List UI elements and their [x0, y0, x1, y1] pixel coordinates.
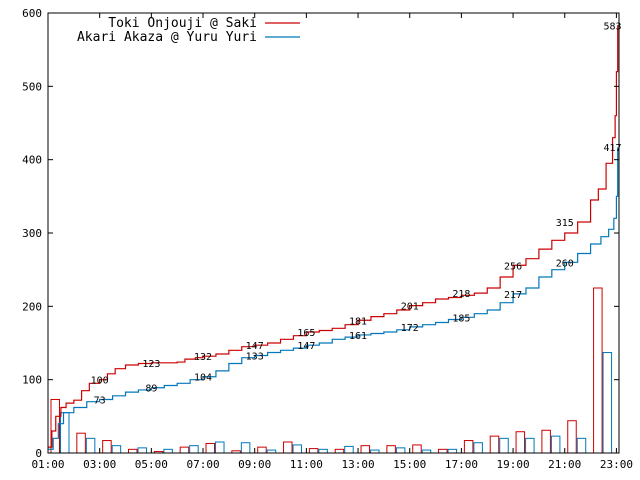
bar-akari-14 [395, 447, 406, 454]
bars-layer [50, 287, 613, 454]
bar-toki-13 [360, 445, 371, 454]
series-line-akari [48, 147, 619, 450]
data-label-akari-5: 161 [349, 331, 367, 342]
bar-akari-16 [447, 448, 458, 454]
bar-toki-17 [463, 440, 474, 454]
data-label-akari-0: 73 [94, 395, 106, 406]
bar-toki-2 [76, 432, 86, 454]
bar-toki-22 [593, 287, 603, 454]
data-label-toki-2: 132 [194, 352, 212, 363]
data-label-toki-0: 100 [91, 376, 109, 387]
bar-akari-5 [163, 448, 173, 454]
data-label-akari-2: 104 [194, 373, 212, 384]
bar-akari-8 [240, 442, 251, 454]
x-tick-label: 19:00 [497, 458, 530, 471]
x-tick-label: 13:00 [341, 458, 374, 471]
x-tick-label: 03:00 [83, 458, 116, 471]
series-line-toki [48, 25, 619, 448]
bar-akari-6 [189, 445, 199, 454]
data-label-toki-10: 417 [604, 143, 622, 154]
data-label-akari-3: 133 [246, 351, 264, 362]
y-tick-label: 0 [35, 447, 42, 460]
bar-toki-6 [179, 446, 190, 454]
data-label-toki-9: 315 [556, 218, 574, 229]
data-label-toki-7: 218 [452, 289, 470, 300]
bar-toki-19 [515, 431, 526, 454]
data-label-toki-3: 147 [246, 341, 264, 352]
x-tick-label: 23:00 [600, 458, 633, 471]
bar-akari-11 [318, 448, 328, 454]
bar-toki-11 [308, 448, 319, 454]
data-label-toki-5: 181 [349, 316, 367, 327]
data-label-akari-6: 172 [401, 323, 419, 334]
bar-toki-9 [257, 446, 267, 454]
x-tick-label: 07:00 [186, 458, 219, 471]
bar-toki-14 [386, 445, 396, 454]
bar-akari-7 [215, 441, 225, 454]
data-label-toki-11: 583 [604, 21, 622, 32]
plot-frame [47, 12, 620, 454]
bar-akari-2 [85, 437, 96, 454]
bar-akari-1 [60, 412, 70, 454]
bar-toki-21 [567, 420, 577, 454]
y-tick-label: 500 [22, 80, 42, 93]
data-label-toki-6: 201 [401, 302, 419, 313]
y-tick-label: 600 [22, 7, 42, 20]
bar-toki-18 [489, 435, 500, 454]
x-tick-label: 17:00 [445, 458, 478, 471]
x-tick-label: 01:00 [31, 458, 64, 471]
data-label-akari-4: 147 [297, 341, 315, 352]
bar-akari-4 [137, 447, 148, 454]
bar-toki-16 [438, 448, 448, 454]
data-label-akari-7: 185 [452, 313, 470, 324]
bar-akari-22 [602, 352, 613, 454]
data-labels-layer: 100 123 132 147 165 181 201 218 256 315 417 583 73 89… [91, 21, 622, 406]
data-label-akari-8: 217 [504, 290, 522, 301]
y-tick-label: 300 [22, 227, 42, 240]
legend-label-toki: Toki Onjouji @ Saki [108, 16, 257, 31]
bar-toki-10 [283, 441, 293, 454]
bar-akari-12 [344, 445, 354, 454]
y-tick-label: 100 [22, 374, 42, 387]
y-tick-label: 400 [22, 154, 42, 167]
x-tick-label: 05:00 [135, 458, 168, 471]
bar-akari-3 [111, 445, 122, 454]
data-label-toki-1: 123 [142, 359, 160, 370]
y-tick-label: 200 [22, 300, 42, 313]
bar-akari-17 [473, 442, 483, 454]
bar-akari-19 [525, 437, 535, 454]
bar-akari-20 [550, 435, 561, 454]
lines-layer [48, 25, 619, 450]
bar-toki-3 [102, 440, 112, 454]
data-label-toki-4: 165 [297, 328, 315, 339]
x-tick-label: 11:00 [290, 458, 323, 471]
bar-akari-18 [499, 437, 509, 454]
bar-toki-7 [205, 442, 216, 454]
x-tick-label: 09:00 [238, 458, 271, 471]
bar-akari-21 [576, 437, 587, 454]
bar-toki-20 [541, 429, 551, 454]
legend-label-akari: Akari Akaza @ Yuru Yuri [77, 30, 257, 45]
x-tick-label: 21:00 [548, 458, 581, 471]
bar-toki-15 [412, 444, 422, 454]
axes-layer: 0 100 200 300 400 500 600 01:00 03:00 05:00 07:00 0… [22, 7, 633, 471]
bar-toki-12 [334, 448, 345, 454]
data-label-akari-1: 89 [145, 384, 157, 395]
data-label-akari-9: 260 [556, 258, 574, 269]
data-label-toki-8: 256 [504, 261, 522, 272]
x-tick-label: 15:00 [393, 458, 426, 471]
bar-akari-10 [292, 444, 303, 454]
bar-toki-4 [128, 448, 138, 454]
